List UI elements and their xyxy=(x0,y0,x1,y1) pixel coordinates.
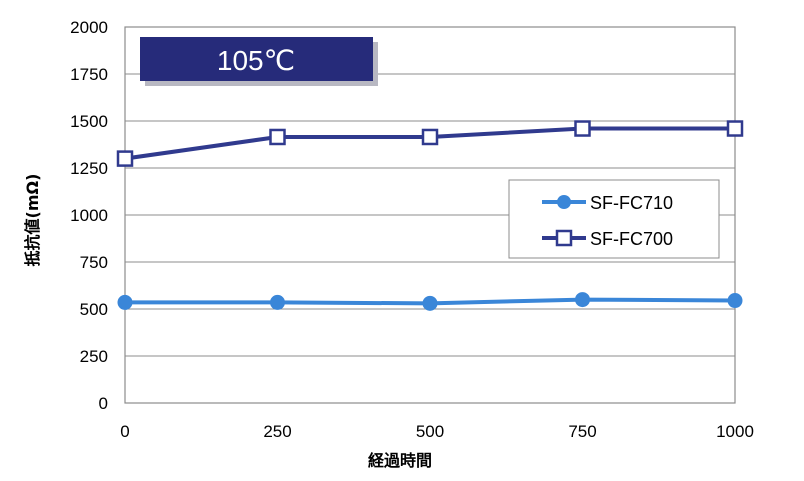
y-tick-labels: 0 250 500 750 1000 1250 1500 1750 2000 xyxy=(70,18,108,413)
annotation-badge-box xyxy=(140,37,373,81)
series-0-point-0 xyxy=(117,294,133,310)
series-1-point-3 xyxy=(574,120,591,137)
legend-marker-0 xyxy=(557,195,571,209)
y-tick-label-7: 1750 xyxy=(70,65,108,84)
y-tick-label-6: 1500 xyxy=(70,112,108,131)
series-0-point-2 xyxy=(422,295,438,311)
y-tick-label-2: 500 xyxy=(80,300,108,319)
y-tick-label-3: 750 xyxy=(80,253,108,272)
series-0-point-4 xyxy=(727,293,743,309)
series-1-point-1 xyxy=(269,128,286,146)
x-tick-label-0: 0 xyxy=(120,422,129,441)
legend: SF-FC710 SF-FC700 xyxy=(508,179,720,259)
series-1-point-4 xyxy=(726,120,744,137)
y-axis-label: 抵抗値(mΩ) xyxy=(23,174,42,267)
annotation-badge: 105℃ xyxy=(140,37,378,86)
series-0-point-1 xyxy=(270,294,285,310)
series-0-point-3 xyxy=(575,292,590,308)
series-1-point-0 xyxy=(116,150,134,167)
x-tick-labels: 0 250 500 750 1000 xyxy=(120,422,754,441)
x-tick-label-4: 1000 xyxy=(716,422,754,441)
legend-box xyxy=(508,179,720,259)
x-tick-label-2: 500 xyxy=(416,422,444,441)
x-axis-label: 経過時間 xyxy=(368,451,432,470)
y-tick-label-8: 2000 xyxy=(70,18,108,37)
y-tick-label-4: 1000 xyxy=(70,206,108,225)
series-1-point-2 xyxy=(421,128,439,146)
annotation-badge-text: 105℃ xyxy=(217,45,295,76)
y-tick-label-5: 1250 xyxy=(70,159,108,178)
y-tick-label-0: 0 xyxy=(99,394,108,413)
y-tick-label-1: 250 xyxy=(80,347,108,366)
legend-label-1: SF-FC700 xyxy=(590,229,673,249)
x-tick-label-1: 250 xyxy=(263,422,291,441)
legend-marker-1 xyxy=(555,229,573,247)
legend-label-0: SF-FC710 xyxy=(590,193,673,213)
series-layer xyxy=(116,120,744,311)
x-tick-label-3: 750 xyxy=(568,422,596,441)
plot-area xyxy=(124,26,736,404)
